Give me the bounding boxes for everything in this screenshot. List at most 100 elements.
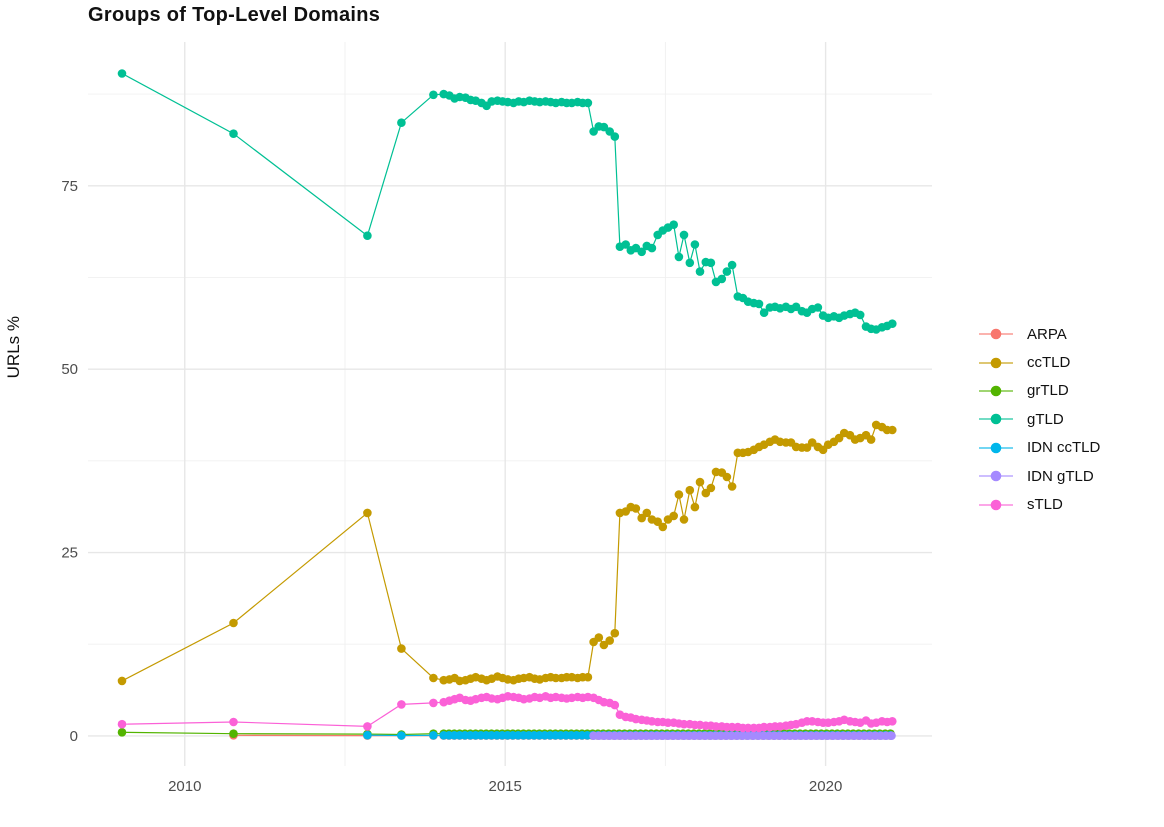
data-point-cctld: [727, 482, 737, 491]
data-point-gtld: [610, 132, 620, 141]
data-point-gtld: [397, 118, 406, 127]
legend-item-arpa: ARPA: [977, 320, 1100, 348]
data-point-cctld: [583, 672, 593, 682]
data-point-cctld: [631, 504, 641, 513]
legend-label-stld: sTLD: [1027, 496, 1063, 514]
x-tick-label: 2020: [809, 778, 842, 795]
data-point-cctld: [397, 644, 406, 653]
legend-marker-grtld-icon: [979, 385, 1013, 397]
data-point-cctld: [695, 477, 705, 487]
chart-title: Groups of Top-Level Domains: [88, 4, 381, 26]
y-tick-label: 50: [61, 361, 78, 378]
series-cctld: [117, 420, 897, 686]
y-tick-label: 25: [61, 545, 78, 562]
series-idn-gtld: [589, 731, 896, 740]
data-point-gtld: [813, 303, 823, 312]
x-tick-label: 2015: [489, 778, 522, 795]
legend-label-idn-gtld: IDN gTLD: [1027, 467, 1094, 485]
data-point-stld: [229, 717, 238, 727]
data-point-gtld: [685, 258, 695, 268]
data-point-gtld: [690, 240, 700, 249]
data-point-stld: [429, 698, 438, 708]
series-gtld: [117, 69, 897, 334]
data-point-cctld: [642, 508, 652, 518]
data-point-gtld: [647, 243, 657, 253]
data-point-gtld: [695, 267, 705, 276]
data-point-cctld: [685, 485, 695, 495]
data-point-cctld: [229, 618, 238, 628]
data-point-gtld: [117, 69, 127, 78]
legend-label-arpa: ARPA: [1027, 325, 1067, 343]
data-point-cctld: [658, 522, 668, 532]
series-line-gtld: [121, 72, 893, 331]
data-point-cctld: [117, 676, 127, 686]
data-point-gtld: [637, 247, 646, 257]
x-tick-label: 2010: [168, 778, 201, 795]
data-point-gtld: [229, 129, 238, 138]
data-point-gtld: [855, 310, 865, 320]
data-point-cctld: [594, 633, 604, 642]
legend-label-idn-cctld: IDN ccTLD: [1027, 439, 1101, 457]
data-point-stld: [888, 717, 897, 726]
data-point-gtld: [363, 231, 372, 240]
data-point-gtld: [754, 299, 764, 309]
data-point-cctld: [888, 425, 897, 435]
data-point-gtld: [706, 258, 716, 268]
data-point-stld: [397, 700, 406, 709]
legend: ARPA ccTLD grTLD gTLD IDN ccTLD IDN gTLD sTLD: [977, 320, 1100, 519]
legend-marker-stld-icon: [979, 499, 1013, 510]
data-point-cctld: [722, 472, 732, 482]
data-point-gtld: [759, 308, 769, 318]
data-point-idn-cctld: [429, 731, 438, 740]
data-point-idn-cctld: [363, 730, 372, 740]
data-point-gtld: [717, 274, 727, 284]
data-point-cctld: [605, 636, 614, 645]
data-point-cctld: [679, 515, 689, 524]
legend-marker-idn-cctld-icon: [979, 442, 1013, 454]
data-point-cctld: [706, 483, 716, 493]
data-point-gtld: [727, 260, 737, 270]
axis-tick-labels: 0 25 50 75 2010 2015 2020: [61, 178, 842, 795]
data-point-grtld: [229, 729, 238, 738]
data-point-gtld: [429, 90, 438, 100]
data-point-stld: [117, 719, 127, 729]
data-point-stld: [610, 700, 620, 710]
data-point-cctld: [690, 502, 700, 512]
data-point-cctld: [866, 435, 876, 444]
data-point-idn-gtld: [887, 731, 896, 740]
legend-item-cctld: ccTLD: [977, 348, 1100, 376]
y-tick-label: 75: [61, 178, 78, 195]
data-point-grtld: [117, 728, 127, 737]
data-point-gtld: [679, 230, 689, 240]
data-point-gtld: [722, 267, 732, 276]
data-point-gtld: [674, 252, 684, 262]
data-point-idn-cctld: [397, 731, 406, 740]
legend-marker-arpa-icon: [979, 328, 1013, 340]
legend-marker-gtld-icon: [979, 414, 1013, 425]
legend-item-grtld: grTLD: [977, 377, 1100, 405]
y-tick-label: 0: [70, 728, 78, 745]
gridlines: [88, 42, 932, 766]
data-point-cctld: [669, 511, 678, 521]
data-point-cctld: [429, 673, 438, 683]
data-point-gtld: [669, 220, 678, 229]
data-point-gtld: [621, 240, 630, 249]
legend-item-gtld: gTLD: [977, 405, 1100, 433]
legend-label-grtld: grTLD: [1027, 382, 1069, 400]
legend-marker-idn-gtld-icon: [979, 470, 1013, 482]
data-point-gtld: [583, 98, 593, 108]
legend-item-stld: sTLD: [977, 490, 1100, 518]
data-point-cctld: [610, 628, 620, 638]
data-point-cctld: [674, 490, 684, 499]
data-point-cctld: [363, 508, 372, 518]
series-stld: [117, 692, 897, 733]
legend-label-cctld: ccTLD: [1027, 354, 1071, 372]
legend-item-idn-cctld: IDN ccTLD: [977, 434, 1100, 462]
data-point-gtld: [888, 319, 897, 329]
legend-marker-cctld-icon: [979, 357, 1013, 368]
legend-item-idn-gtld: IDN gTLD: [977, 462, 1100, 490]
legend-label-gtld: gTLD: [1027, 410, 1064, 428]
data-point-stld: [363, 722, 372, 731]
